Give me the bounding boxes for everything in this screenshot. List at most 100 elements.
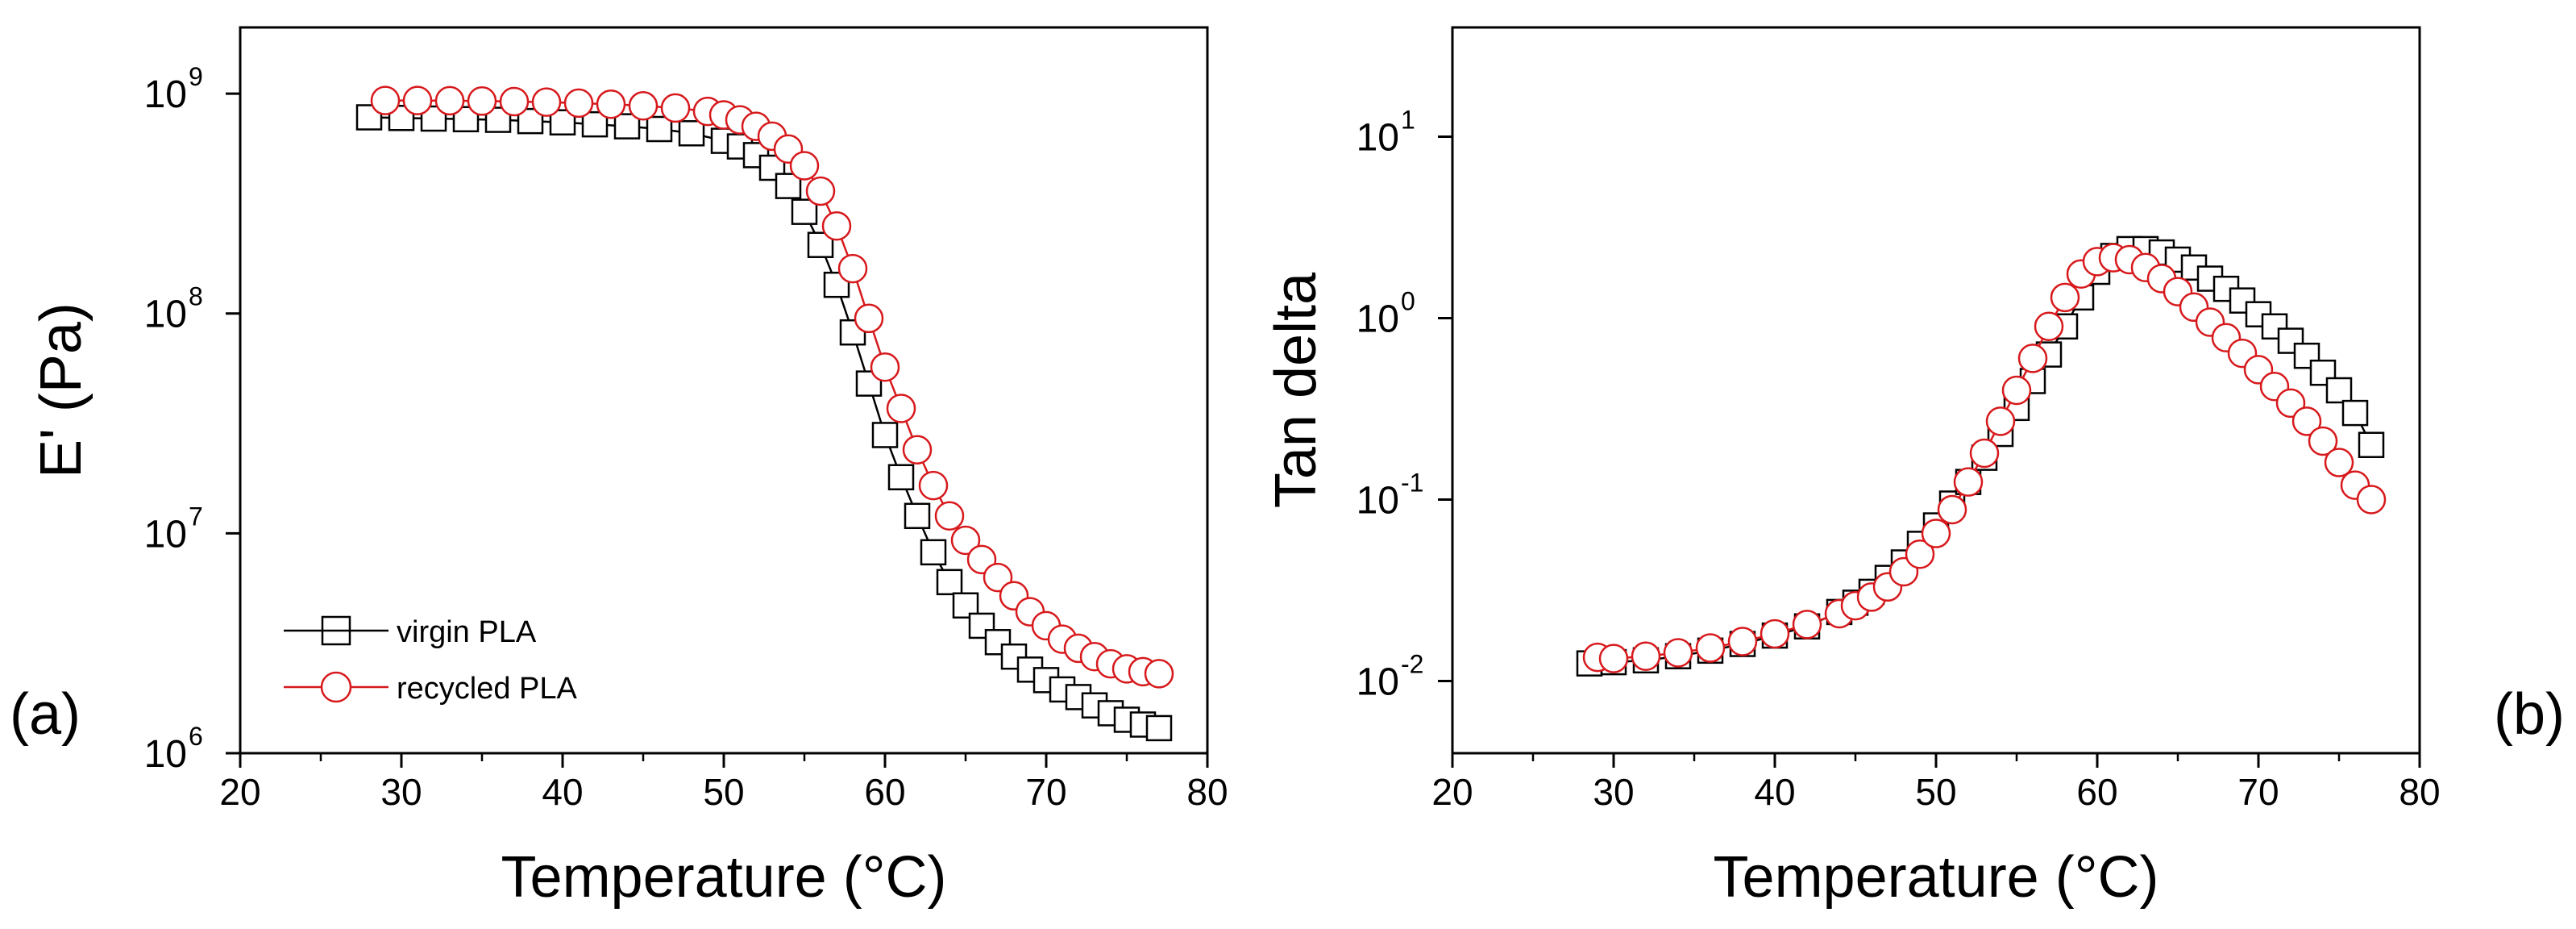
y-tick-exponent: 6	[189, 722, 203, 751]
x-axis-ticks-b: 20 30 40 50 60 70 80	[1431, 753, 2441, 813]
data-point-recycled	[2324, 448, 2354, 477]
data-point-recycled	[837, 253, 868, 284]
y-axis-label-a: E' (Pa)	[29, 302, 93, 478]
y-tick-exponent: -1	[1401, 468, 1423, 497]
x-tick-label: 20	[1431, 771, 1473, 813]
y-tick-label: 10 6	[144, 722, 203, 776]
legend-label-recycled: recycled PLA	[397, 672, 578, 706]
data-point-recycled	[531, 87, 562, 117]
x-tick-label: 40	[542, 771, 583, 813]
data-point-virgin	[920, 539, 947, 566]
y-tick-label: 10 0	[1357, 286, 1415, 340]
legend-item-recycled: recycled PLA	[284, 671, 578, 706]
data-point-recycled	[950, 525, 981, 556]
data-point-recycled	[1905, 539, 1935, 569]
x-tick-label: 30	[380, 771, 422, 813]
y-tick-base: 10	[144, 73, 187, 116]
data-point-recycled	[1695, 633, 1726, 663]
data-point-recycled	[2291, 406, 2322, 436]
panel-label-b: (b)	[2494, 682, 2565, 747]
data-point-recycled	[821, 210, 852, 241]
data-point-recycled	[1937, 494, 1967, 525]
data-point-recycled	[2034, 311, 2064, 342]
data-point-recycled	[499, 86, 530, 117]
data-point-virgin	[2358, 431, 2385, 458]
y-tick-label: 10 8	[144, 282, 203, 336]
data-point-recycled	[467, 86, 497, 116]
x-tick-label: 70	[1025, 771, 1066, 813]
data-point-recycled	[902, 435, 933, 464]
data-point-recycled	[789, 151, 820, 181]
data-point-virgin	[871, 422, 899, 448]
data-point-virgin	[646, 115, 673, 143]
data-point-virgin	[1097, 700, 1124, 727]
data-point-recycled	[402, 85, 433, 115]
data-point-virgin	[936, 569, 963, 596]
x-tick-label: 60	[2076, 771, 2117, 813]
data-point-recycled	[2050, 282, 2080, 313]
y-axis-label-b: Tan delta	[1264, 272, 1328, 508]
panel-label-a: (a)	[10, 682, 81, 747]
y-tick-base: 10	[144, 294, 187, 336]
legend-marker-recycled	[320, 671, 352, 703]
data-point-recycled	[1953, 467, 1984, 497]
series-recycled-a	[370, 85, 1174, 689]
data-point-recycled	[2356, 485, 2387, 514]
data-point-recycled	[370, 85, 401, 115]
x-axis-label-b: Temperature (°C)	[1714, 845, 2159, 910]
y-tick-base: 10	[1357, 298, 1399, 340]
data-point-recycled	[1921, 519, 1951, 548]
y-tick-exponent: -2	[1401, 649, 1423, 678]
data-point-recycled	[1663, 638, 1693, 668]
y-tick-base: 10	[1357, 116, 1399, 159]
data-point-recycled	[1792, 610, 1822, 639]
data-point-recycled	[596, 89, 626, 119]
data-point-virgin	[678, 120, 705, 147]
y-tick-exponent: 1	[1401, 105, 1415, 134]
series-group-a	[355, 85, 1174, 742]
x-tick-label: 50	[1915, 771, 1956, 813]
data-point-recycled	[1969, 438, 2000, 469]
y-tick-exponent: 8	[189, 282, 203, 311]
y-tick-base: 10	[1357, 660, 1399, 703]
y-tick-label: 10 1	[1357, 105, 1415, 159]
data-point-virgin	[613, 113, 641, 140]
data-point-recycled	[805, 176, 836, 206]
data-point-recycled	[2017, 344, 2048, 373]
data-point-recycled	[886, 394, 916, 423]
y-tick-exponent: 0	[1401, 286, 1415, 315]
data-point-recycled	[870, 352, 900, 382]
x-axis-ticks-a: 20 30 40 50 60 70 80	[219, 753, 1228, 813]
x-tick-label: 80	[2399, 771, 2440, 813]
data-point-recycled	[1727, 627, 1758, 656]
y-tick-label: 10 -2	[1357, 649, 1424, 703]
x-tick-label: 50	[703, 771, 744, 813]
data-point-recycled	[660, 93, 691, 123]
data-point-recycled	[934, 501, 965, 531]
legend-label-virgin: virgin PLA	[397, 615, 537, 649]
legend-item-virgin: virgin PLA	[284, 615, 537, 649]
y-tick-base: 10	[144, 513, 187, 556]
y-tick-base: 10	[1357, 479, 1399, 522]
data-point-recycled	[1631, 641, 1661, 671]
x-tick-label: 60	[864, 771, 905, 813]
data-point-virgin	[2341, 399, 2369, 427]
series-group-b	[1576, 235, 2387, 677]
legend: virgin PLA recycled PLA	[284, 615, 578, 706]
data-point-recycled	[2308, 426, 2338, 456]
y-tick-label: 10 -1	[1357, 468, 1424, 522]
data-point-recycled	[1985, 406, 2016, 436]
x-tick-label: 70	[2237, 771, 2279, 813]
x-tick-label: 80	[1186, 771, 1228, 813]
legend-marker-virgin	[321, 615, 351, 646]
data-point-virgin	[2325, 377, 2353, 404]
data-point-recycled	[983, 562, 1013, 593]
y-tick-exponent: 9	[189, 62, 203, 91]
data-point-virgin	[1145, 714, 1173, 742]
